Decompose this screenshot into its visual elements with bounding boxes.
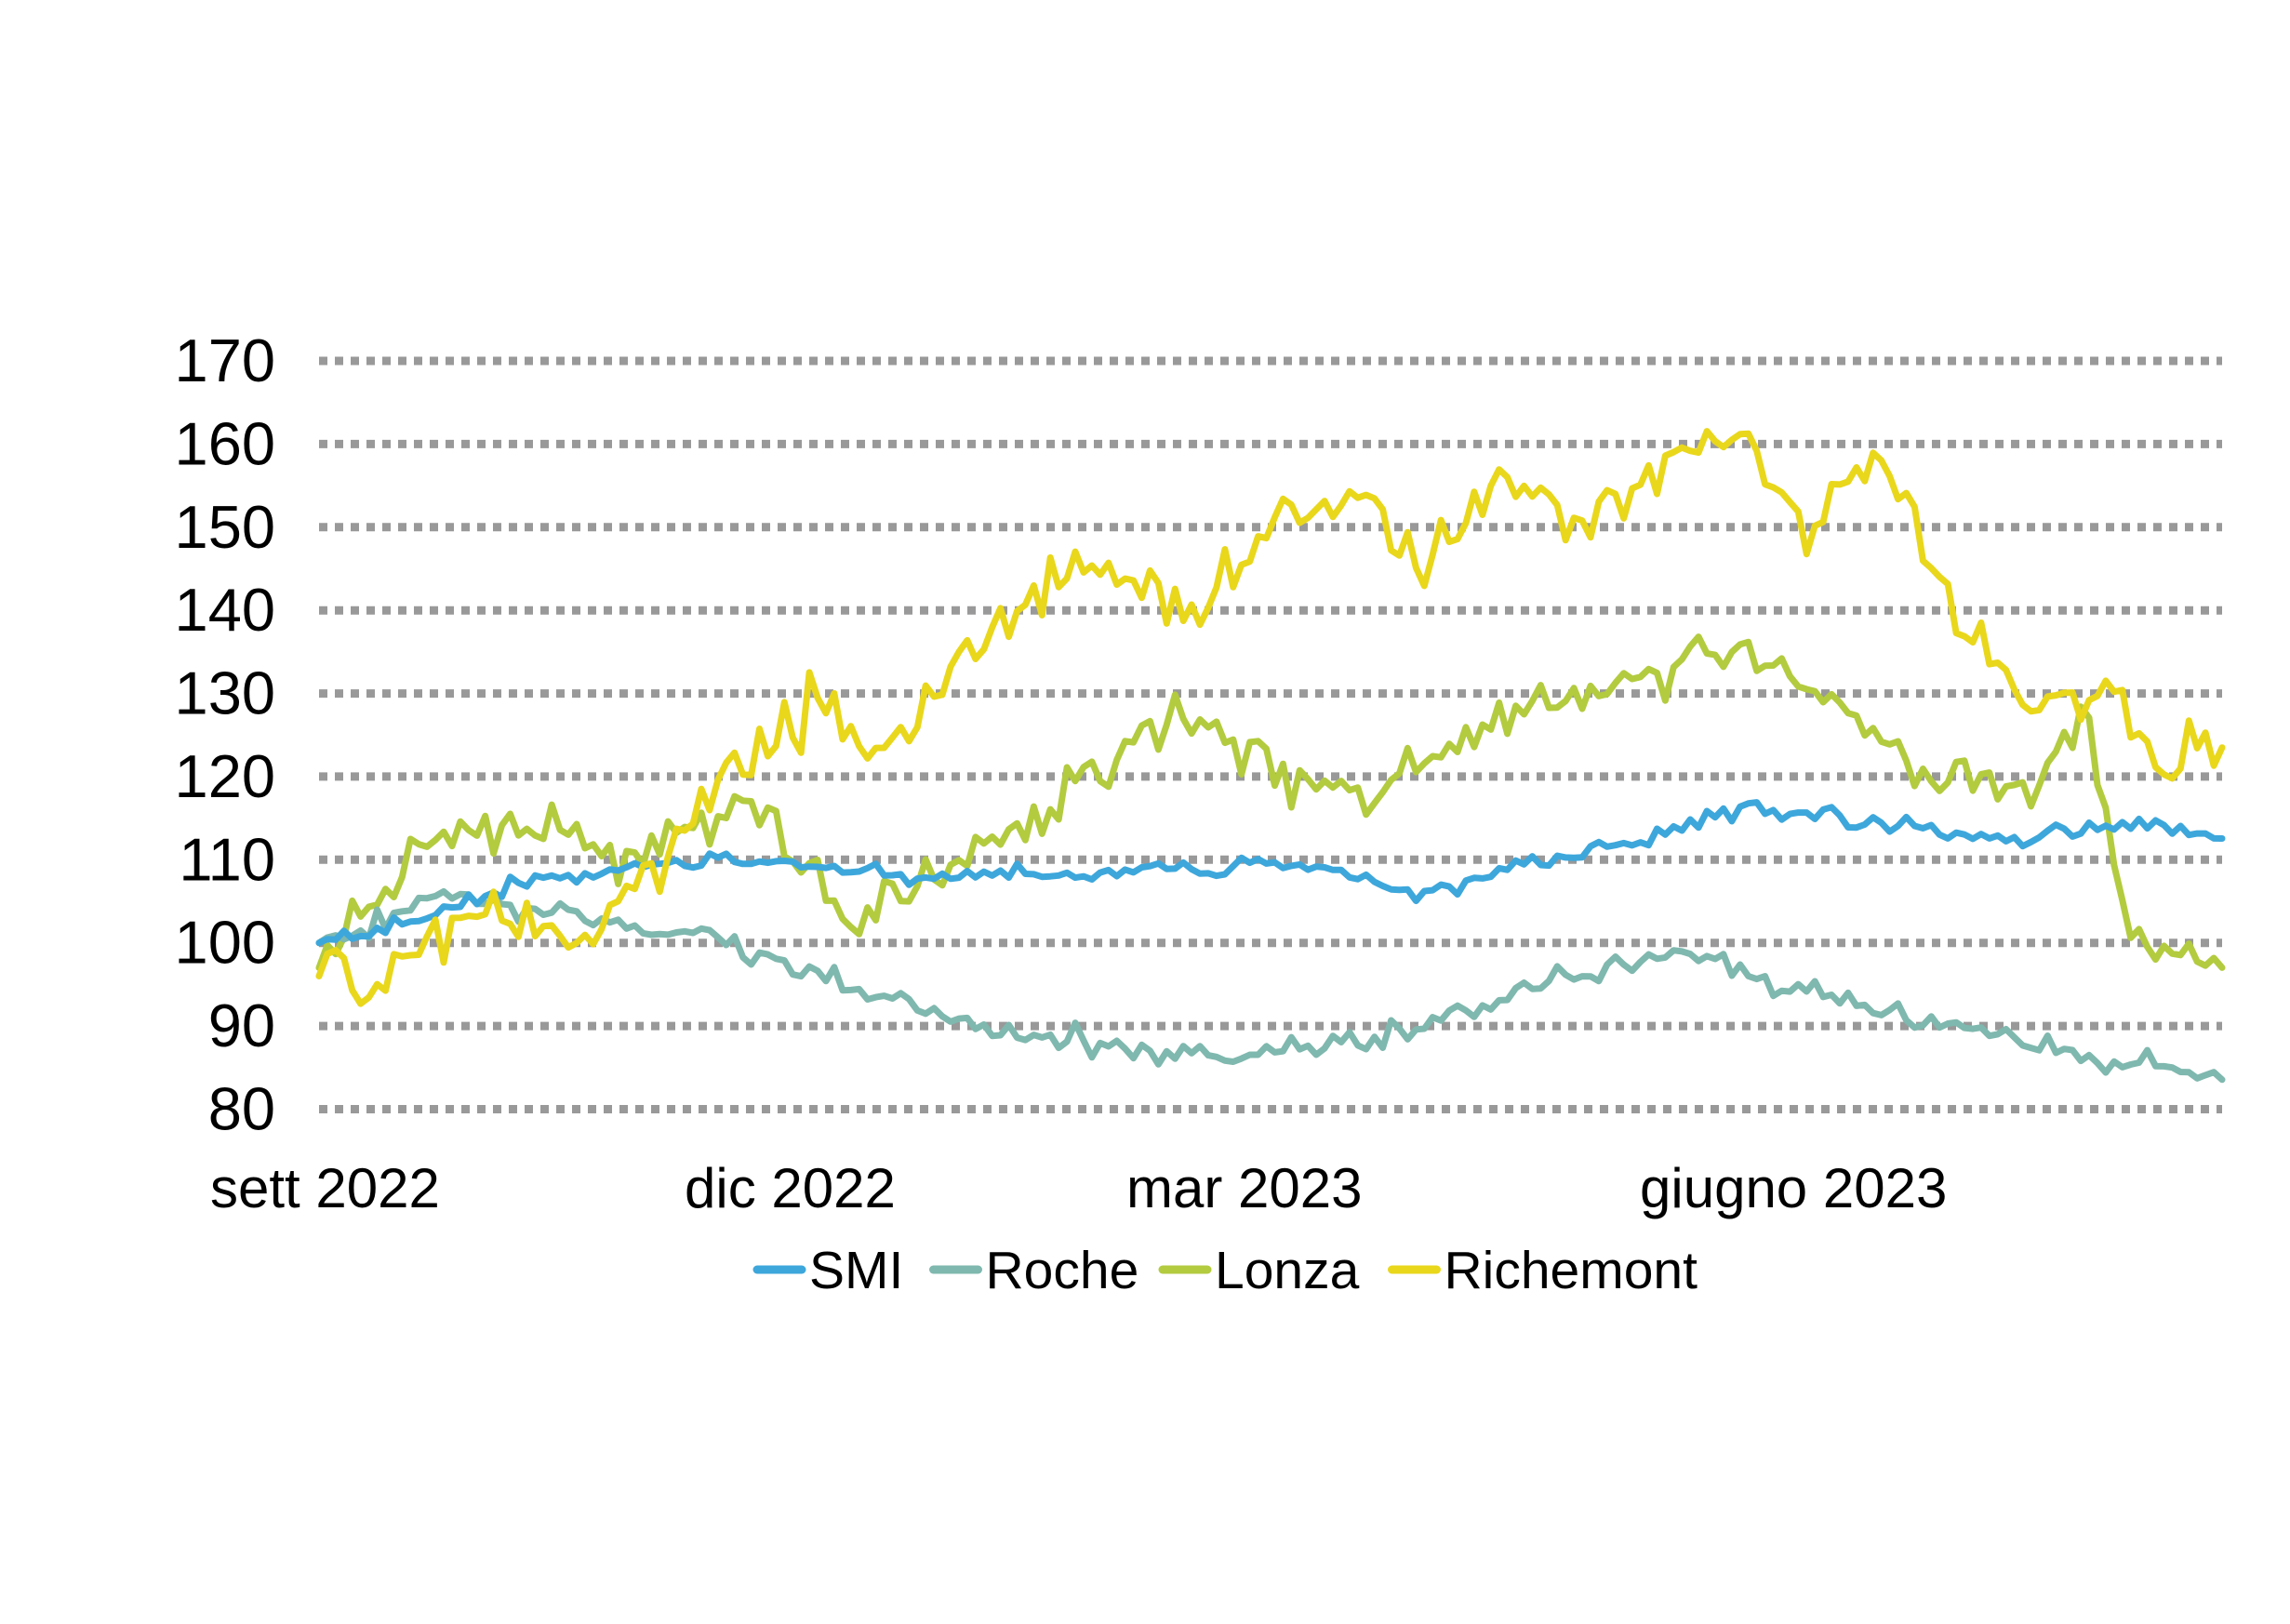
svg-text:160: 160	[175, 409, 275, 477]
svg-text:sett 2022: sett 2022	[210, 1157, 440, 1219]
svg-text:120: 120	[175, 742, 275, 810]
svg-text:Richemont: Richemont	[1445, 1241, 1698, 1300]
svg-text:giugno 2023: giugno 2023	[1640, 1157, 1947, 1219]
svg-text:SMI: SMI	[809, 1241, 903, 1300]
svg-text:110: 110	[179, 825, 275, 893]
svg-text:150: 150	[175, 493, 275, 561]
svg-text:100: 100	[175, 909, 275, 977]
svg-text:80: 80	[208, 1075, 275, 1143]
svg-text:140: 140	[175, 576, 275, 644]
svg-text:Roche: Roche	[986, 1241, 1139, 1300]
svg-text:Lonza: Lonza	[1215, 1241, 1360, 1300]
svg-text:130: 130	[175, 659, 275, 727]
svg-text:170: 170	[175, 326, 275, 394]
svg-text:dic 2022: dic 2022	[685, 1157, 896, 1219]
svg-text:90: 90	[208, 992, 275, 1059]
svg-text:mar 2023: mar 2023	[1126, 1157, 1362, 1219]
